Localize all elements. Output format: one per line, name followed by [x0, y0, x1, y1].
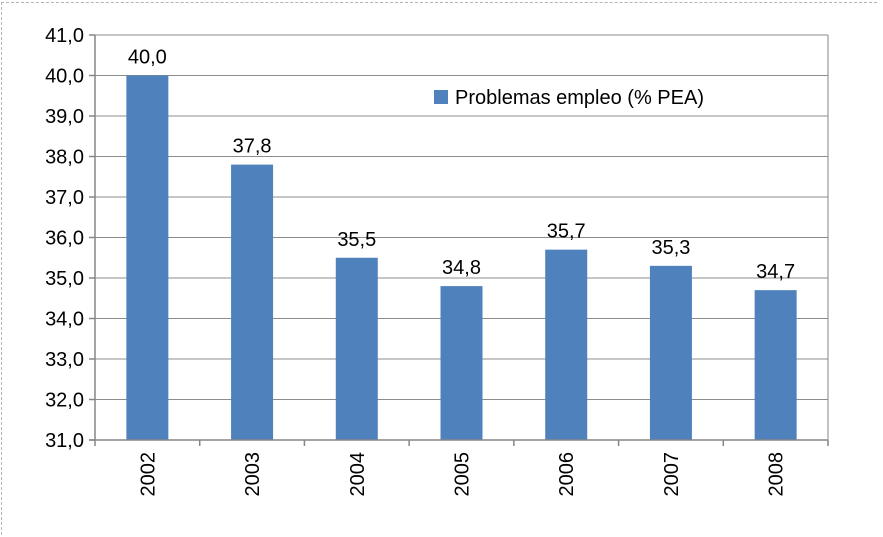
y-tick-labels: 31,0 32,0 33,0 34,0 35,0 36,0 37,0 38,0 39,0 40,0… [45, 25, 84, 452]
data-label-2003: 37,8 [233, 136, 272, 158]
data-label-2007: 35,3 [651, 237, 690, 259]
bar-2006 [545, 249, 588, 440]
frame-border-top [1, 2, 877, 4]
data-label-2008: 34,7 [756, 261, 795, 283]
x-tick-label-2003: 2003 [242, 452, 264, 497]
x-tick-label-2004: 2004 [347, 452, 369, 497]
x-tick-label-2008: 2008 [766, 452, 788, 497]
data-labels: 40,0 37,8 35,5 34,8 35,7 35,3 34,7 [128, 47, 795, 284]
y-tick-label: 34,0 [45, 309, 84, 331]
bars [126, 75, 797, 440]
y-tick-label: 33,0 [45, 349, 84, 371]
bar-2005 [440, 286, 483, 440]
y-tick-label: 40,0 [45, 66, 84, 88]
y-tick-label: 38,0 [45, 147, 84, 169]
x-tick-labels: 2002 2003 2004 2005 2006 2007 2008 [137, 452, 787, 497]
y-tick-label: 36,0 [45, 228, 84, 250]
data-label-2004: 35,5 [337, 229, 376, 251]
x-tick-label-2005: 2005 [452, 452, 474, 497]
y-tick-label: 37,0 [45, 187, 84, 209]
bar-2007 [649, 265, 692, 440]
x-tick-label-2006: 2006 [556, 452, 578, 497]
bar-2002 [126, 75, 169, 440]
bar-2008 [754, 290, 797, 440]
y-tick-label: 35,0 [45, 268, 84, 290]
x-tick-label-2007: 2007 [661, 452, 683, 497]
y-tick-label: 41,0 [45, 25, 84, 47]
y-tick-label: 31,0 [45, 430, 84, 452]
bar-2003 [231, 164, 274, 440]
y-tick-label: 39,0 [45, 106, 84, 128]
y-tick-label: 32,0 [45, 390, 84, 412]
legend-label: Problemas empleo (% PEA) [455, 87, 704, 109]
data-label-2005: 34,8 [442, 257, 481, 279]
bar-2004 [335, 257, 378, 440]
data-label-2006: 35,7 [547, 221, 586, 243]
legend-swatch [434, 90, 448, 104]
axes [89, 34, 829, 446]
x-tick-label-2002: 2002 [137, 452, 159, 497]
data-label-2002: 40,0 [128, 47, 167, 69]
legend: Problemas empleo (% PEA) [434, 87, 704, 109]
frame-border-left [1, 2, 3, 535]
